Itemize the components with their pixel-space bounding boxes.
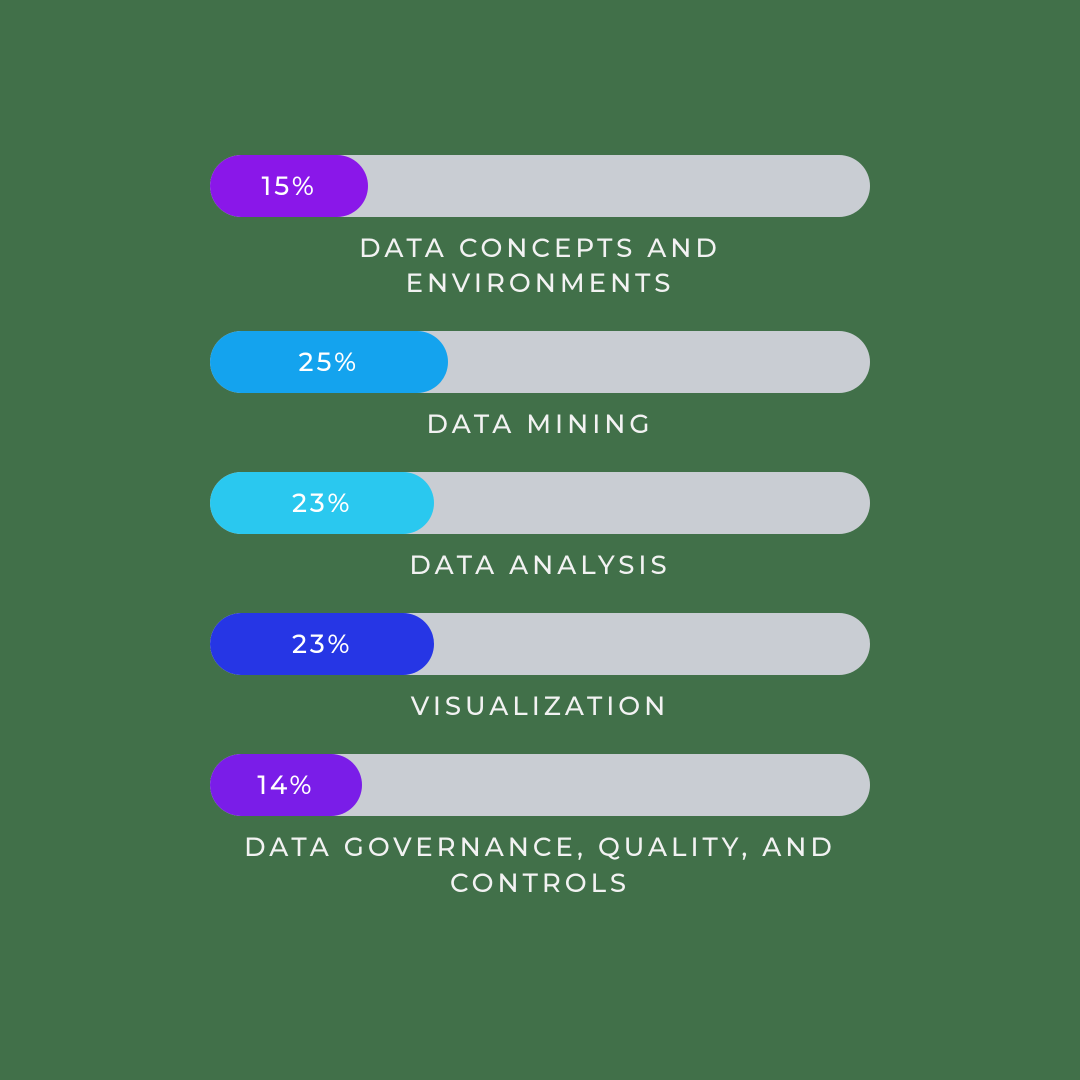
bar-value: 23% [292, 628, 352, 660]
bar-group: 15% DATA CONCEPTS AND ENVIRONMENTS [210, 155, 870, 301]
bar-value: 25% [299, 346, 360, 378]
bar-track: 23% [210, 472, 870, 534]
bar-label: DATA GOVERNANCE, QUALITY, AND CONTROLS [230, 830, 850, 900]
bar-group: 23% VISUALIZATION [210, 613, 870, 724]
bar-value: 23% [292, 487, 352, 519]
bar-fill: 15% [210, 155, 368, 217]
progress-bars-chart: 15% DATA CONCEPTS AND ENVIRONMENTS 25% D… [210, 155, 870, 901]
bar-fill: 14% [210, 754, 362, 816]
bar-value: 15% [262, 170, 317, 202]
bar-group: 25% DATA MINING [210, 331, 870, 442]
bar-group: 23% DATA ANALYSIS [210, 472, 870, 583]
bar-fill: 23% [210, 472, 434, 534]
bar-group: 14% DATA GOVERNANCE, QUALITY, AND CONTRO… [210, 754, 870, 900]
bar-label: DATA MINING [427, 407, 654, 442]
bar-track: 15% [210, 155, 870, 217]
bar-fill: 23% [210, 613, 434, 675]
bar-value: 14% [257, 769, 314, 801]
bar-track: 25% [210, 331, 870, 393]
bar-label: DATA ANALYSIS [409, 548, 670, 583]
bar-label: DATA CONCEPTS AND ENVIRONMENTS [230, 231, 850, 301]
bar-track: 23% [210, 613, 870, 675]
bar-fill: 25% [210, 331, 448, 393]
bar-track: 14% [210, 754, 870, 816]
bar-label: VISUALIZATION [411, 689, 670, 724]
